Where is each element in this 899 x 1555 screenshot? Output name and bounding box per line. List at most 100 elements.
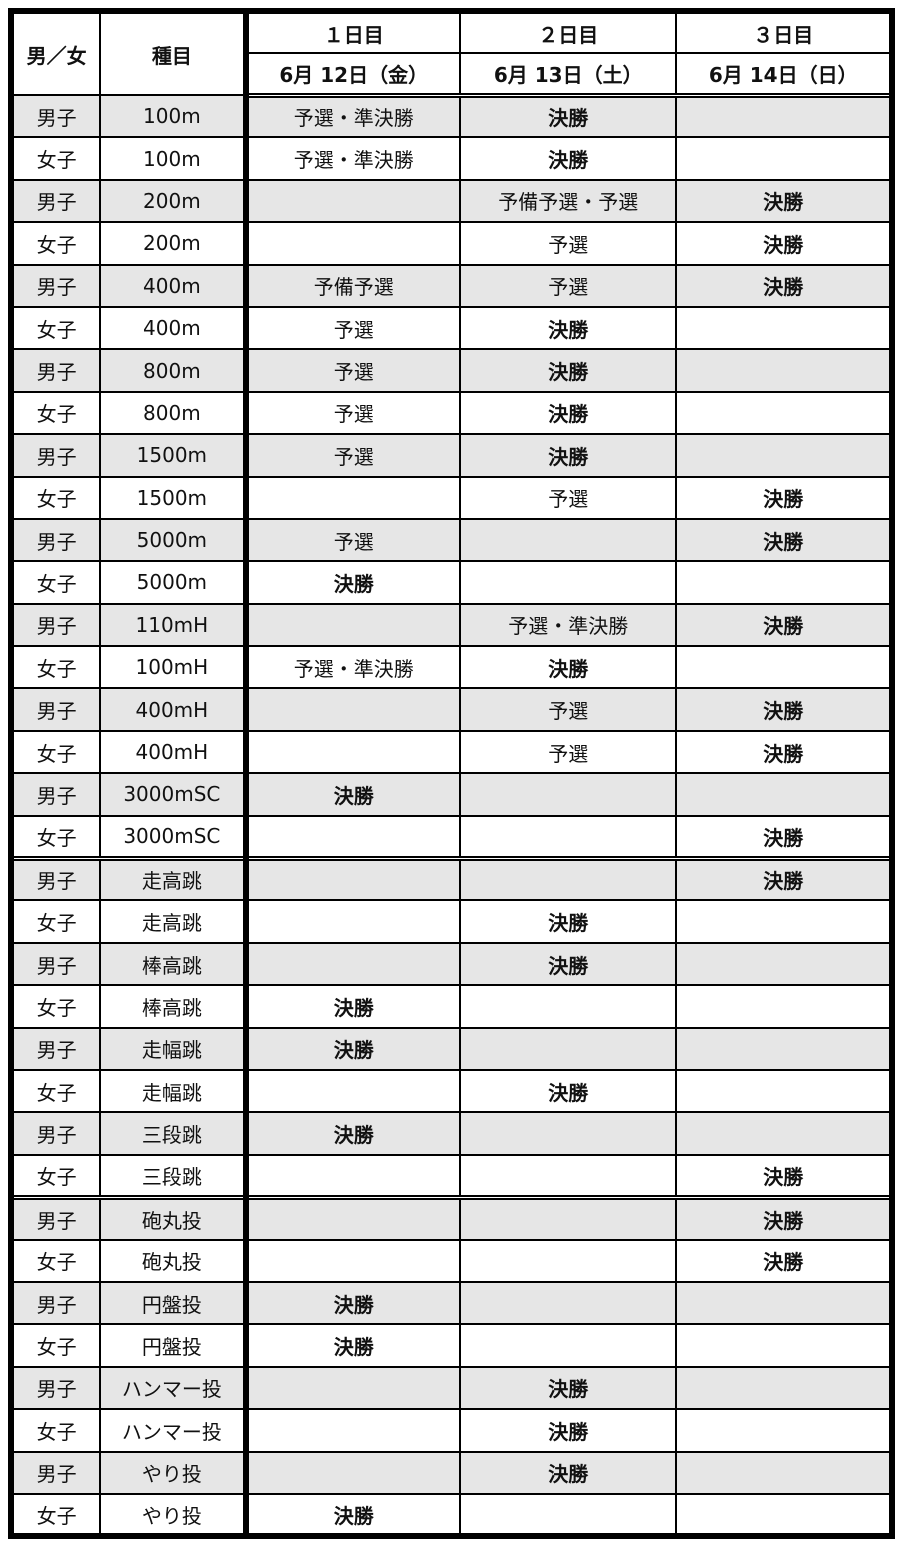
gender-cell: 女子 <box>9 1238 102 1283</box>
table-row: 女子 100m 予選・準決勝 決勝 <box>9 136 893 181</box>
day1-cell: 予選・準決勝 <box>244 136 462 181</box>
header-row-days: 男／女 種目 １日目 ２日目 ３日目 <box>9 10 893 96</box>
gender-cell: 男子 <box>9 263 102 308</box>
day1-cell <box>244 1068 462 1114</box>
header-day-2: ２日目 <box>458 10 678 54</box>
day3-cell: 決勝 <box>675 814 893 861</box>
gender-cell: 男子 <box>9 517 102 563</box>
event-cell: 棒高跳 <box>99 984 249 1029</box>
day3-cell: 決勝 <box>675 1153 893 1200</box>
gender-cell: 男子 <box>9 857 102 902</box>
gender-cell: 男子 <box>9 1196 102 1241</box>
gender-cell: 男子 <box>9 772 102 817</box>
gender-cell: 女子 <box>9 645 102 690</box>
event-cell: 3000mSC <box>99 772 249 817</box>
day3-cell <box>675 1323 893 1368</box>
event-cell: 円盤投 <box>99 1323 249 1368</box>
day3-cell <box>675 1450 893 1495</box>
day3-cell <box>675 941 893 987</box>
gender-cell: 男子 <box>9 941 102 987</box>
table-row: 男子 400mH 予選 決勝 <box>9 687 893 732</box>
day1-cell <box>244 475 462 520</box>
gender-cell: 女子 <box>9 136 102 181</box>
gender-cell: 男子 <box>9 1365 102 1411</box>
event-cell: 1500m <box>99 475 249 520</box>
day2-cell: 決勝 <box>458 136 678 181</box>
day2-cell: 決勝 <box>458 1365 678 1411</box>
event-cell: 走幅跳 <box>99 1068 249 1114</box>
day2-cell <box>458 517 678 563</box>
gender-cell: 女子 <box>9 814 102 861</box>
day3-cell <box>675 772 893 817</box>
table-row: 男子 400m 予備予選 予選 決勝 <box>9 263 893 308</box>
day2-cell: 決勝 <box>458 1068 678 1114</box>
gender-cell: 男子 <box>9 93 102 139</box>
table-row: 女子 1500m 予選 決勝 <box>9 475 893 520</box>
day1-cell: 予備予選 <box>244 263 462 308</box>
gender-cell: 女子 <box>9 305 102 351</box>
day1-cell: 予選 <box>244 390 462 436</box>
day1-cell: 決勝 <box>244 1492 462 1538</box>
day2-cell: 予選 <box>458 263 678 308</box>
header-date-1: 6月 12日（金） <box>244 52 462 98</box>
gender-cell: 女子 <box>9 729 102 775</box>
day1-cell <box>244 814 462 861</box>
day3-cell <box>675 1365 893 1411</box>
day1-cell <box>244 602 462 648</box>
event-cell: 400mH <box>99 687 249 732</box>
day1-cell <box>244 1196 462 1241</box>
table-row: 女子 走高跳 決勝 <box>9 899 893 944</box>
day2-cell: 決勝 <box>458 941 678 987</box>
day1-cell <box>244 1450 462 1495</box>
day1-cell: 決勝 <box>244 560 462 605</box>
day2-cell: 予選 <box>458 729 678 775</box>
table-row: 女子 砲丸投 決勝 <box>9 1238 893 1283</box>
gender-cell: 男子 <box>9 433 102 478</box>
table-row: 男子 走幅跳 決勝 <box>9 1026 893 1071</box>
day1-cell <box>244 941 462 987</box>
table-row: 女子 やり投 決勝 <box>9 1492 893 1538</box>
table-row: 男子 やり投 決勝 <box>9 1450 893 1495</box>
day2-cell: 決勝 <box>458 899 678 944</box>
table-row: 女子 800m 予選 決勝 <box>9 390 893 436</box>
day2-cell <box>458 1153 678 1200</box>
day1-cell <box>244 857 462 902</box>
day3-cell <box>675 560 893 605</box>
gender-cell: 男子 <box>9 1450 102 1495</box>
event-cell: 100m <box>99 136 249 181</box>
day3-cell <box>675 390 893 436</box>
table-row: 女子 走幅跳 決勝 <box>9 1068 893 1114</box>
day2-cell <box>458 814 678 861</box>
event-cell: 3000mSC <box>99 814 249 861</box>
table-row: 女子 円盤投 決勝 <box>9 1323 893 1368</box>
table-row: 男子 5000m 予選 決勝 <box>9 517 893 563</box>
day3-cell: 決勝 <box>675 517 893 563</box>
day1-cell <box>244 1365 462 1411</box>
day2-cell: 決勝 <box>458 1408 678 1453</box>
gender-cell: 男子 <box>9 178 102 224</box>
day3-cell <box>675 1492 893 1538</box>
table-row: 女子 400m 予選 決勝 <box>9 305 893 351</box>
header-day-3: ３日目 <box>675 10 893 54</box>
day1-cell <box>244 1153 462 1200</box>
day3-cell: 決勝 <box>675 729 893 775</box>
day2-cell <box>458 772 678 817</box>
day2-cell <box>458 1323 678 1368</box>
event-cell: 円盤投 <box>99 1280 249 1326</box>
day2-cell: 予選 <box>458 687 678 732</box>
event-cell: 砲丸投 <box>99 1196 249 1241</box>
day2-cell: 決勝 <box>458 1450 678 1495</box>
day2-cell: 予選・準決勝 <box>458 602 678 648</box>
gender-cell: 女子 <box>9 390 102 436</box>
day1-cell <box>244 687 462 732</box>
day2-cell: 決勝 <box>458 93 678 139</box>
table-row: 女子 棒高跳 決勝 <box>9 984 893 1029</box>
event-cell: 5000m <box>99 560 249 605</box>
gender-cell: 女子 <box>9 1408 102 1453</box>
event-cell: 5000m <box>99 517 249 563</box>
day3-cell <box>675 645 893 690</box>
header-date-3: 6月 14日（日） <box>675 52 893 98</box>
header-gender: 男／女 <box>9 10 102 96</box>
day1-cell: 決勝 <box>244 1323 462 1368</box>
day3-cell <box>675 136 893 181</box>
